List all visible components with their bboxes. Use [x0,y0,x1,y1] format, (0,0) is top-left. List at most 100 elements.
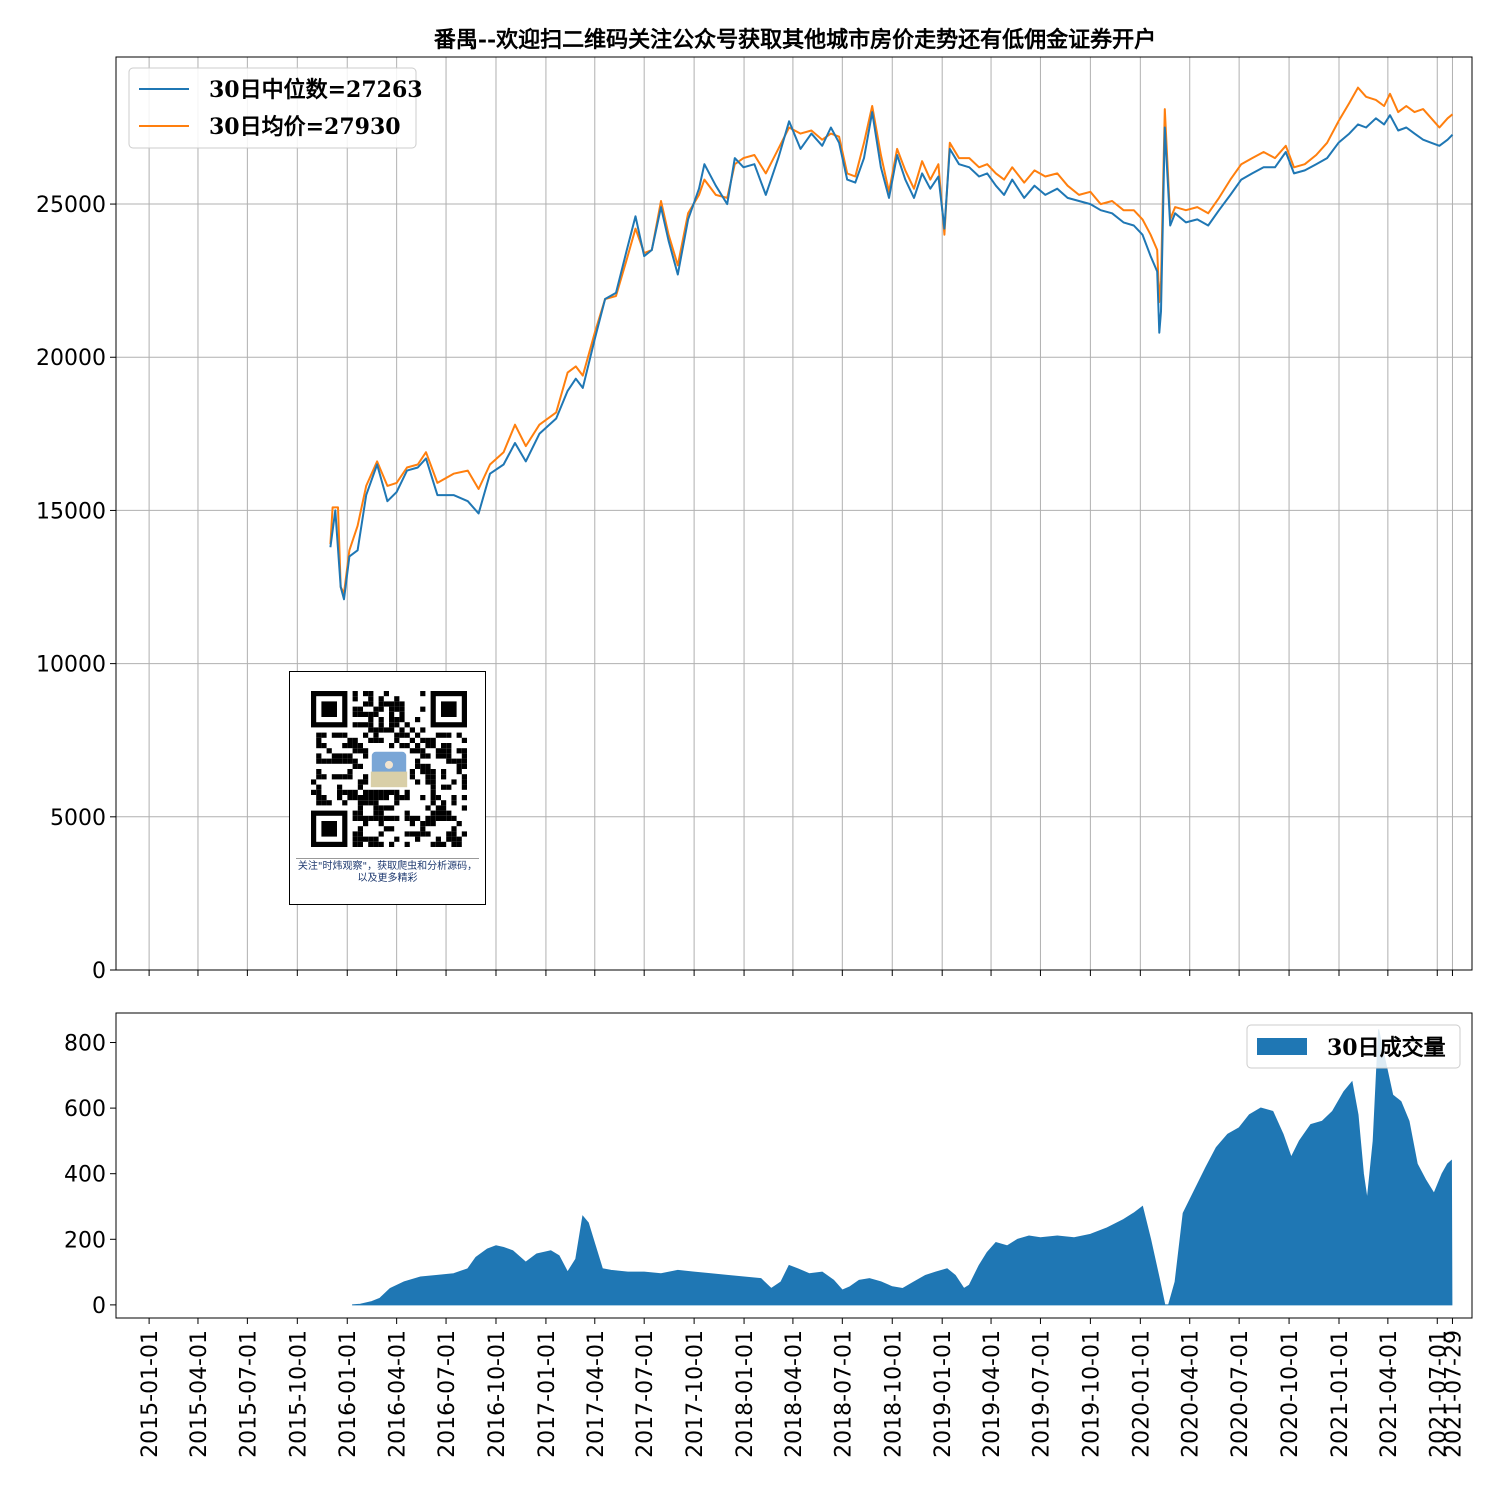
qr-module [331,753,337,759]
legend-box [1246,1024,1461,1069]
qr-module [357,706,363,712]
qr-module [446,831,452,837]
qr-module [337,784,343,790]
qr-module [326,800,332,806]
x-tick-label: 2018-10-01 [881,1330,906,1458]
qr-module [461,763,467,769]
qr-module [394,789,400,795]
qr-module [425,821,431,827]
qr-module [363,789,369,795]
qr-module [425,743,431,749]
qr-module [347,795,353,801]
qr-module [441,774,447,780]
qr-module [425,779,431,785]
y-tick-label: 0 [92,1294,106,1319]
qr-code-icon [311,691,467,847]
qr-module [461,753,467,759]
qr-module [456,841,462,847]
x-tick-label: 2016-10-01 [485,1330,510,1458]
series-line [329,111,1454,601]
x-tick-label: 2018-04-01 [782,1330,807,1458]
qr-module [383,826,389,832]
top-series [329,86,1454,601]
y-tick-label: 0 [92,959,106,984]
x-tick-label: 2017-07-01 [633,1330,658,1458]
qr-module [347,769,353,775]
qr-module [373,727,379,733]
qr-module [373,711,379,717]
qr-module [441,800,447,806]
qr-module [352,841,358,847]
qr-module [357,743,363,749]
qr-module [446,784,452,790]
qr-module [389,727,395,733]
qr-module [420,737,426,743]
qr-module [357,800,363,806]
qr-module [352,758,358,764]
qr-module [461,774,467,780]
qr-module [425,763,431,769]
x-tick-label: 2017-04-01 [584,1330,609,1458]
y-tick-label: 5000 [50,806,106,831]
qr-module [373,789,379,795]
qr-module [378,841,384,847]
qr-module [415,717,421,723]
qr-module [357,826,363,832]
qr-module [383,789,389,795]
qr-module [456,821,462,827]
qr-module [441,815,447,821]
qr-module [316,758,322,764]
qr-module [352,696,358,702]
qr-module [316,800,322,806]
qr-module [430,800,436,806]
qr-module [435,805,441,811]
x-tick-label: 2016-01-01 [336,1330,361,1458]
qr-module [425,805,431,811]
qr-module [461,784,467,790]
qr-module [316,753,322,759]
qr-module [321,732,327,738]
qr-module [420,691,426,697]
qr-module [363,711,369,717]
qr-module [357,711,363,717]
qr-module [357,779,363,785]
qr-module [451,836,457,842]
qr-module [389,815,395,821]
qr-module [409,748,415,754]
chart-title: 番禺--欢迎扫二维码关注公众号获取其他城市房价走势还有低佣金证券开户 [433,27,1156,53]
qr-module [446,743,452,749]
qr-module [389,789,395,795]
qr-module [451,758,457,764]
qr-module [415,748,421,754]
qr-module [363,691,369,697]
qr-module [394,696,400,702]
qr-module [357,810,363,816]
qr-module [368,841,374,847]
qr-module [430,821,436,827]
qr-module [378,805,384,811]
qr-module [430,795,436,801]
qr-module [373,737,379,743]
qr-module [352,748,358,754]
qr-module [451,826,457,832]
qr-module [399,701,405,707]
qr-module [399,706,405,712]
qr-module [363,701,369,707]
qr-module [347,737,353,743]
qr-module [425,737,431,743]
y-tick-label: 600 [64,1097,106,1122]
qr-module [373,805,379,811]
qr-module [357,795,363,801]
qr-module [368,815,374,821]
qr-caption: 关注"时炜观察"，获取爬虫和分析源码，以及更多精彩 [296,858,479,885]
qr-module [425,831,431,837]
qr-module [378,810,384,816]
qr-module [430,810,436,816]
qr-module [342,789,348,795]
qr-module [373,732,379,738]
qr-module [420,821,426,827]
legend-swatch [1257,1038,1307,1055]
qr-finder [321,701,337,717]
qr-module [394,815,400,821]
qr-module [404,841,410,847]
